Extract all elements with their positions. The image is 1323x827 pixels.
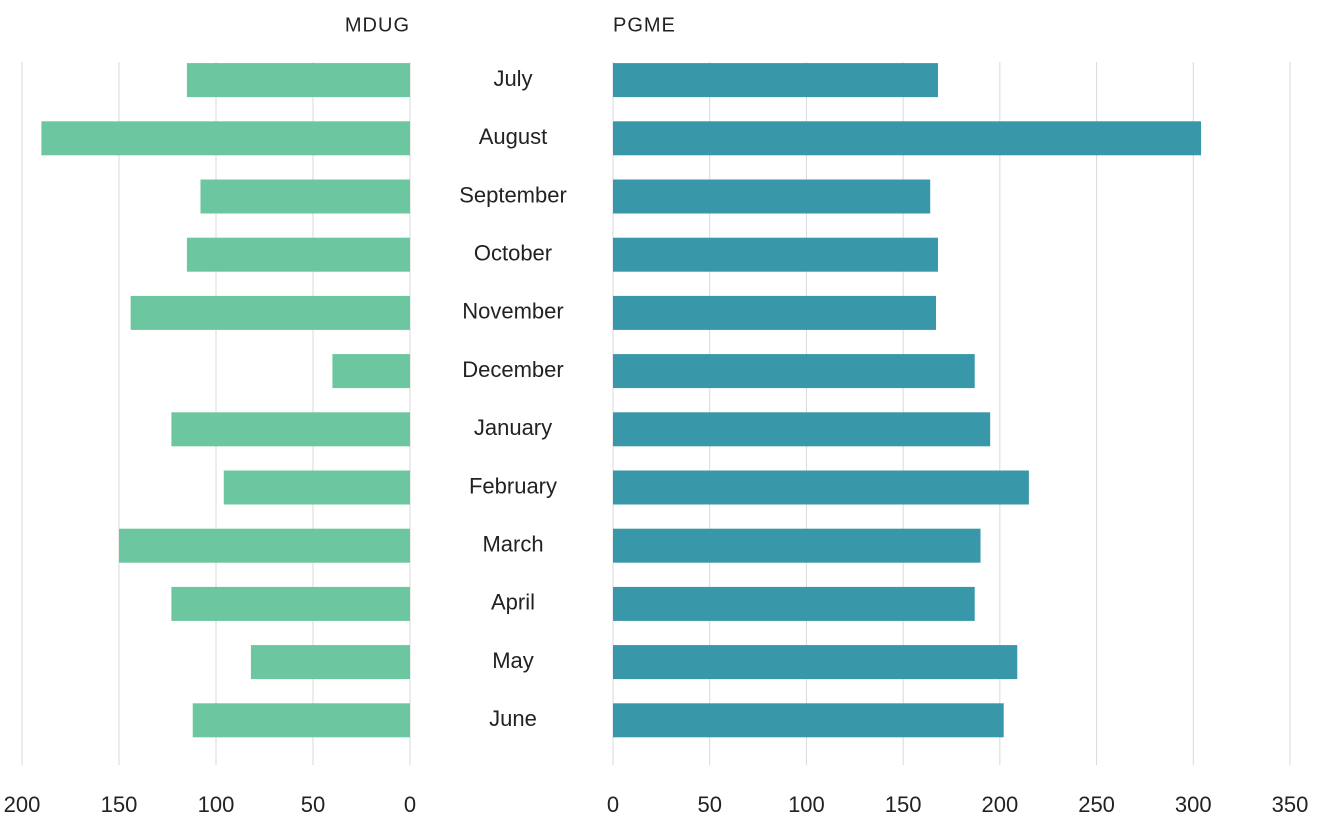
category-label: August: [479, 124, 548, 149]
bar: [613, 586, 975, 621]
x-tick-label: 50: [697, 792, 721, 817]
x-tick-label: 300: [1175, 792, 1212, 817]
x-tick-label: 50: [301, 792, 325, 817]
bar: [613, 179, 931, 214]
category-label: January: [474, 415, 552, 440]
x-tick-label: 350: [1272, 792, 1309, 817]
x-tick-label: 100: [198, 792, 235, 817]
x-tick-label: 200: [4, 792, 41, 817]
category-label: December: [462, 357, 563, 382]
bar: [613, 703, 1004, 738]
category-label: February: [469, 473, 557, 498]
bar: [186, 63, 410, 98]
category-label: October: [474, 241, 552, 266]
bar: [613, 295, 937, 330]
bar: [223, 470, 410, 505]
bar: [250, 645, 410, 680]
category-label: April: [491, 590, 535, 615]
bar: [119, 528, 410, 563]
bar: [171, 586, 410, 621]
bar: [613, 528, 981, 563]
bar: [613, 645, 1018, 680]
bar: [186, 237, 410, 272]
category-label: May: [492, 648, 534, 673]
series-title: PGME: [613, 14, 676, 36]
category-label: July: [493, 66, 532, 91]
bar: [332, 354, 410, 389]
bar: [41, 121, 411, 156]
bar: [613, 354, 975, 389]
x-tick-label: 200: [981, 792, 1018, 817]
bar: [613, 470, 1029, 505]
category-label: March: [482, 532, 543, 557]
bar: [130, 295, 410, 330]
bar: [613, 63, 938, 98]
x-tick-label: 150: [101, 792, 138, 817]
x-tick-label: 0: [607, 792, 619, 817]
x-tick-label: 100: [788, 792, 825, 817]
bar: [192, 703, 410, 738]
bar: [171, 412, 410, 447]
category-label: June: [489, 706, 537, 731]
bar: [613, 121, 1202, 156]
bar: [200, 179, 410, 214]
x-tick-label: 0: [404, 792, 416, 817]
bar: [613, 237, 938, 272]
x-tick-label: 150: [885, 792, 922, 817]
x-tick-label: 250: [1078, 792, 1115, 817]
category-label: November: [462, 299, 563, 324]
series-title: MDUG: [345, 14, 410, 36]
bar: [613, 412, 991, 447]
category-label: September: [459, 182, 567, 207]
